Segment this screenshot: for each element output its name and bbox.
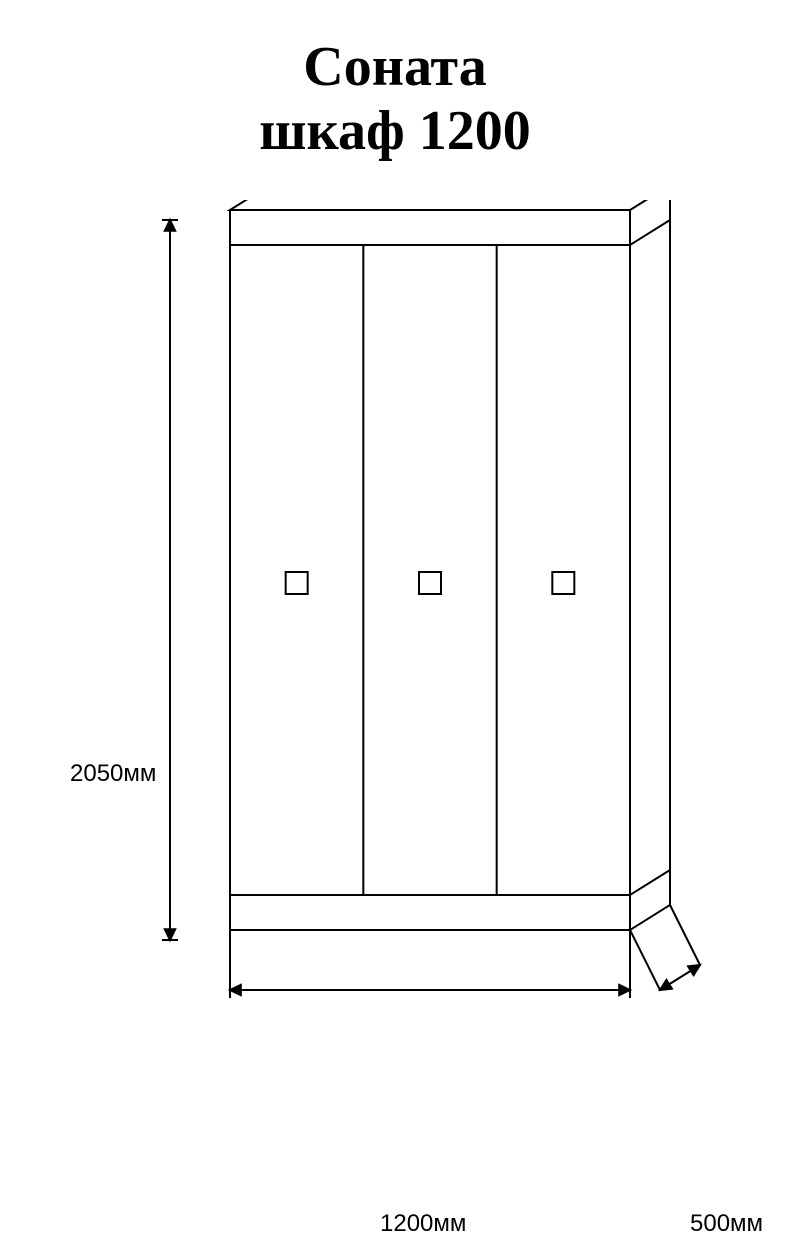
width-label: 1200мм bbox=[380, 1210, 466, 1238]
title-line-1: Соната bbox=[0, 35, 790, 99]
depth-label: 500мм bbox=[690, 1210, 763, 1238]
cabinet-drawing bbox=[0, 200, 790, 1100]
title-block: Соната шкаф 1200 bbox=[0, 0, 790, 164]
diagram-area: 2050мм 1200мм 500мм bbox=[0, 200, 790, 1100]
height-label: 2050мм bbox=[70, 760, 156, 788]
title-line-2: шкаф 1200 bbox=[0, 99, 790, 163]
